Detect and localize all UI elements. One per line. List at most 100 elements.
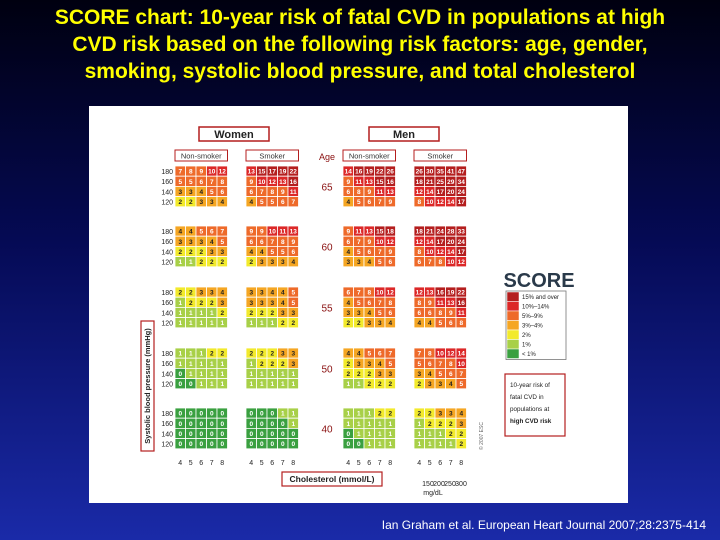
risk-value-label: 4: [249, 199, 253, 206]
sbp-tick-label: 180: [161, 169, 173, 176]
risk-value-label: 2: [249, 351, 253, 358]
risk-value-label: 10: [208, 169, 216, 176]
risk-value-label: 1: [199, 381, 203, 388]
risk-value-label: 3: [281, 351, 285, 358]
risk-value-label: 1: [220, 320, 224, 327]
risk-value-label: 1: [210, 381, 214, 388]
risk-value-label: 10: [376, 239, 384, 246]
risk-cell: [287, 438, 299, 450]
risk-value-label: 9: [428, 300, 432, 307]
risk-value-label: 3: [291, 310, 295, 317]
risk-value-label: 1: [428, 441, 432, 448]
risk-value-label: 3: [189, 239, 193, 246]
risk-value-label: 0: [291, 431, 295, 438]
risk-value-label: 2: [346, 361, 350, 368]
risk-value-label: 6: [378, 351, 382, 358]
sbp-tick-label: 180: [161, 411, 173, 418]
sbp-tick-label: 140: [161, 189, 173, 196]
risk-value-label: 4: [199, 189, 203, 196]
risk-value-label: 0: [270, 411, 274, 418]
risk-value-label: 19: [447, 290, 455, 297]
legend-swatch: [506, 329, 520, 340]
risk-value-label: 2: [210, 259, 214, 266]
risk-value-label: 2: [346, 320, 350, 327]
risk-value-label: 3: [346, 259, 350, 266]
mgdl-tick-label: 250: [444, 481, 456, 488]
risk-value-label: 26: [387, 169, 395, 176]
risk-value-label: 20: [447, 189, 455, 196]
smoking-header-box: [174, 149, 228, 162]
risk-value-label: 2: [199, 249, 203, 256]
risk-value-label: 1: [178, 351, 182, 358]
risk-value-label: 3: [270, 259, 274, 266]
risk-value-label: 1: [388, 421, 392, 428]
risk-value-label: 1: [367, 431, 371, 438]
risk-value-label: 24: [458, 189, 466, 196]
legend-swatch: [506, 301, 520, 312]
risk-value-label: 8: [189, 169, 193, 176]
risk-value-label: 5: [357, 199, 361, 206]
risk-value-label: 1: [367, 411, 371, 418]
risk-value-label: 0: [178, 421, 182, 428]
risk-value-label: 1: [178, 310, 182, 317]
risk-value-label: 7: [417, 351, 421, 358]
risk-value-label: 11: [279, 229, 286, 236]
legend-label: 3%–4%: [522, 324, 543, 330]
risk-value-label: 6: [346, 290, 350, 297]
cholesterol-tick-label: 5: [260, 460, 264, 467]
cholesterol-tick-label: 4: [178, 460, 182, 467]
risk-value-label: 13: [387, 189, 395, 196]
mgdl-tick-label: 150: [422, 481, 434, 488]
risk-value-label: 0: [281, 431, 285, 438]
cholesterol-tick-label: 6: [270, 460, 274, 467]
risk-value-label: 8: [367, 290, 371, 297]
risk-value-label: 13: [426, 290, 434, 297]
risk-value-label: 4: [428, 320, 432, 327]
risk-value-label: 2: [378, 411, 382, 418]
risk-value-label: 4: [281, 300, 285, 307]
risk-value-label: 1: [378, 421, 382, 428]
risk-value-label: 9: [346, 179, 350, 186]
smoking-header-label: Smoker: [259, 152, 285, 161]
risk-value-label: 1: [210, 371, 214, 378]
risk-value-label: 6: [260, 239, 264, 246]
risk-value-label: 0: [199, 421, 203, 428]
sbp-tick-label: 180: [161, 229, 173, 236]
risk-value-label: 16: [355, 169, 363, 176]
risk-value-label: 26: [416, 169, 424, 176]
risk-value-label: 1: [189, 361, 193, 368]
risk-value-label: 4: [291, 259, 295, 266]
title-line-2: CVD risk based on the following risk fac…: [72, 33, 648, 56]
sbp-tick-label: 140: [161, 371, 173, 378]
risk-cell: [384, 438, 396, 450]
risk-value-label: 1: [199, 310, 203, 317]
mgdl-unit: mg/dL: [423, 490, 443, 497]
cholesterol-tick-label: 8: [220, 460, 224, 467]
risk-value-label: 1: [388, 431, 392, 438]
risk-cell: [216, 256, 228, 268]
risk-value-label: 4: [428, 371, 432, 378]
legend-swatch: [506, 348, 520, 359]
risk-value-label: 3: [220, 300, 224, 307]
risk-value-label: 3: [291, 351, 295, 358]
risk-value-label: 1: [281, 381, 285, 388]
risk-cell: [216, 317, 228, 329]
risk-value-label: 0: [189, 421, 193, 428]
risk-value-label: 1: [378, 441, 382, 448]
risk-value-label: 9: [249, 179, 253, 186]
risk-value-label: 1: [281, 371, 285, 378]
risk-value-label: 5: [357, 300, 361, 307]
risk-value-label: 9: [260, 229, 264, 236]
risk-value-label: 4: [367, 310, 371, 317]
risk-value-label: 7: [357, 239, 361, 246]
risk-value-label: 1: [249, 371, 253, 378]
risk-value-label: 2: [388, 411, 392, 418]
risk-value-label: 0: [270, 431, 274, 438]
risk-value-label: 3: [428, 381, 432, 388]
risk-value-label: 16: [458, 300, 466, 307]
legend-label: 10%–14%: [522, 305, 550, 311]
risk-value-label: 6: [428, 310, 432, 317]
risk-value-label: 3: [346, 310, 350, 317]
risk-value-label: 9: [388, 199, 392, 206]
risk-value-label: 10: [458, 361, 466, 368]
